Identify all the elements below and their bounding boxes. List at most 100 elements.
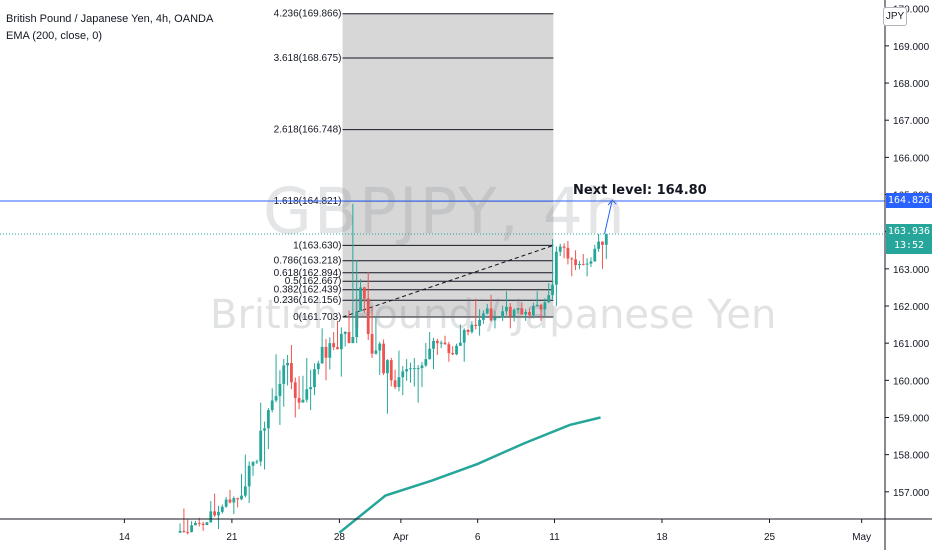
candle-body[interactable] (558, 246, 562, 252)
candle-body[interactable] (466, 329, 470, 333)
candle-body[interactable] (178, 530, 182, 533)
candle-body[interactable] (566, 247, 570, 259)
candle-body[interactable] (286, 363, 289, 366)
candle-body[interactable] (220, 506, 224, 512)
candle-body[interactable] (432, 340, 435, 349)
candle-body[interactable] (485, 308, 489, 314)
candle-body[interactable] (240, 495, 243, 500)
candle-body[interactable] (578, 263, 581, 266)
candle-body[interactable] (266, 410, 270, 429)
candle-body[interactable] (290, 363, 293, 383)
fib-extension-box[interactable] (342, 13, 554, 318)
candle-body[interactable] (462, 329, 466, 343)
candle-body[interactable] (409, 368, 412, 370)
candle-body[interactable] (197, 522, 201, 524)
candle-body[interactable] (190, 525, 193, 533)
candle-body[interactable] (428, 348, 432, 360)
candle-body[interactable] (424, 359, 428, 366)
candle-body[interactable] (474, 324, 478, 326)
candle-body[interactable] (339, 333, 343, 350)
candle-body[interactable] (320, 346, 324, 364)
candle-body[interactable] (386, 360, 389, 374)
candle-body[interactable] (370, 334, 374, 354)
candle-body[interactable] (194, 522, 197, 526)
candle-body[interactable] (359, 287, 362, 312)
candle-body[interactable] (493, 317, 497, 321)
candle-body[interactable] (447, 344, 451, 354)
candle-body[interactable] (343, 332, 347, 334)
candle-body[interactable] (585, 263, 589, 265)
candle-body[interactable] (209, 511, 213, 523)
candle-body[interactable] (489, 308, 493, 321)
candle-body[interactable] (562, 246, 566, 248)
candle-body[interactable] (528, 311, 531, 316)
candle-body[interactable] (293, 382, 297, 398)
candle-body[interactable] (228, 499, 232, 503)
candle-body[interactable] (451, 353, 455, 355)
candle-body[interactable] (543, 302, 547, 310)
candle-body[interactable] (554, 251, 558, 285)
candle-body[interactable] (516, 308, 520, 310)
candle-body[interactable] (520, 308, 524, 315)
candle-body[interactable] (263, 428, 266, 431)
candle-body[interactable] (531, 306, 535, 316)
candle-body[interactable] (378, 343, 382, 351)
indicator-label[interactable]: EMA (200, close, 0) (6, 30, 102, 42)
candle-body[interactable] (282, 365, 286, 384)
candle-body[interactable] (301, 399, 305, 403)
candle-body[interactable] (182, 530, 186, 532)
candle-body[interactable] (313, 369, 316, 388)
candle-body[interactable] (362, 287, 366, 299)
candle-body[interactable] (604, 233, 608, 245)
projection-arrow[interactable] (604, 199, 613, 235)
candle-body[interactable] (270, 400, 274, 411)
candle-body[interactable] (416, 368, 420, 370)
candle-body[interactable] (374, 350, 378, 354)
candle-body[interactable] (482, 313, 485, 320)
candle-body[interactable] (570, 258, 574, 260)
candle-body[interactable] (435, 340, 439, 344)
candle-body[interactable] (470, 324, 474, 333)
candle-body[interactable] (328, 343, 332, 358)
candle-body[interactable] (458, 342, 462, 346)
candle-body[interactable] (355, 311, 359, 338)
ema-200-line[interactable] (338, 416, 601, 534)
candle-body[interactable] (397, 377, 401, 387)
candle-body[interactable] (405, 369, 409, 372)
currency-badge[interactable]: JPY (883, 7, 907, 26)
candle-body[interactable] (297, 397, 301, 403)
candle-body[interactable] (366, 298, 370, 335)
candle-body[interactable] (601, 241, 604, 245)
candle-body[interactable] (401, 371, 405, 378)
candle-body[interactable] (336, 347, 339, 350)
candle-body[interactable] (324, 346, 328, 358)
candle-body[interactable] (389, 360, 393, 381)
candle-body[interactable] (232, 498, 236, 503)
candle-body[interactable] (205, 522, 209, 526)
candle-body[interactable] (305, 389, 309, 400)
candle-body[interactable] (332, 343, 336, 348)
candle-body[interactable] (382, 343, 385, 374)
candle-body[interactable] (201, 523, 205, 526)
fib-trend-line[interactable] (342, 244, 554, 318)
candle-body[interactable] (539, 304, 543, 310)
next-level-note[interactable]: Next level: 164.80 (573, 183, 707, 198)
candle-body[interactable] (505, 306, 508, 312)
candle-body[interactable] (351, 337, 355, 344)
candle-body[interactable] (547, 295, 551, 303)
candle-body[interactable] (259, 430, 263, 462)
candle-body[interactable] (309, 387, 313, 390)
candle-body[interactable] (412, 368, 416, 370)
candle-body[interactable] (512, 309, 516, 317)
candle-body[interactable] (255, 461, 259, 463)
candle-body[interactable] (501, 311, 505, 318)
candle-body[interactable] (535, 304, 539, 307)
candle-body[interactable] (186, 531, 190, 533)
candle-body[interactable] (455, 345, 458, 355)
candle-body[interactable] (443, 342, 447, 345)
candle-body[interactable] (524, 311, 528, 315)
candle-body[interactable] (243, 486, 247, 496)
candle-body[interactable] (439, 342, 443, 344)
candle-body[interactable] (274, 396, 278, 401)
